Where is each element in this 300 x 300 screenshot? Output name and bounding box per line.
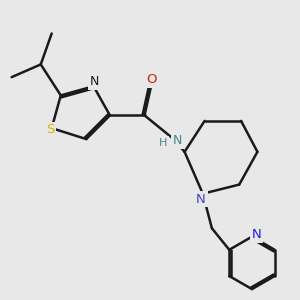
- Text: O: O: [147, 73, 157, 86]
- Text: N: N: [196, 193, 206, 206]
- Text: N: N: [90, 75, 99, 88]
- Text: S: S: [46, 124, 54, 136]
- Text: N: N: [251, 228, 261, 241]
- Text: N: N: [172, 134, 182, 147]
- Text: H: H: [159, 138, 167, 148]
